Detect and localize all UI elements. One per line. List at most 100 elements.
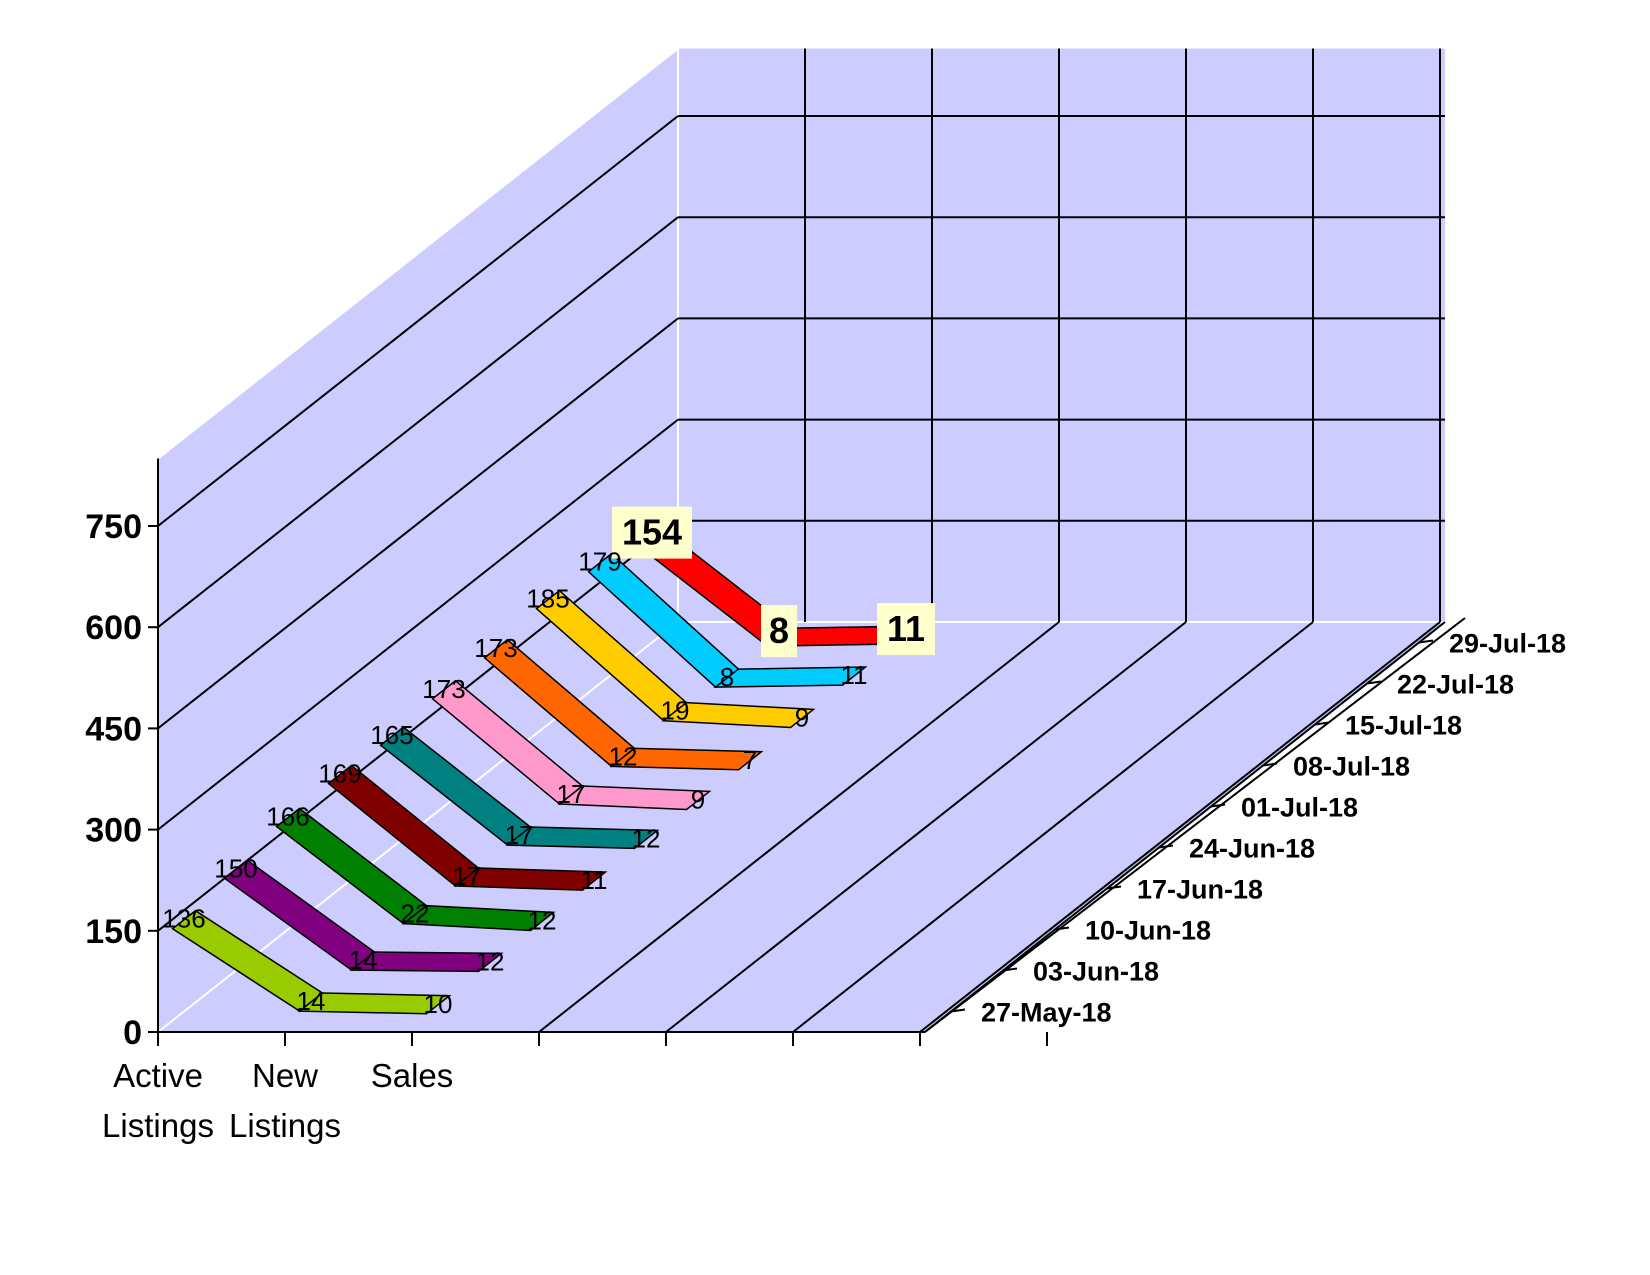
series-03-Jun-18 xyxy=(223,859,504,973)
depth-label: 01-Jul-18 xyxy=(1241,793,1358,823)
depth-tick xyxy=(1366,680,1382,685)
gridline xyxy=(538,621,1060,1033)
wall-edge xyxy=(157,47,679,460)
y-tick-label: 150 xyxy=(85,913,142,951)
x-category-label: Listings xyxy=(102,1107,214,1144)
depth-label: 10-Jun-18 xyxy=(1085,916,1211,946)
series-24-Jun-18 xyxy=(379,726,660,850)
data-label: 150 xyxy=(214,853,257,883)
depth-axis xyxy=(924,617,1466,1033)
depth-tick xyxy=(1210,803,1226,808)
x-category-label: New xyxy=(252,1057,318,1094)
y-tick-label: 750 xyxy=(85,508,142,546)
series-27-May-18 xyxy=(171,909,452,1015)
depth-label: 15-Jul-18 xyxy=(1345,711,1462,741)
data-label: 179 xyxy=(578,547,621,577)
data-label: 17 xyxy=(557,779,586,809)
depth-label: 22-Jul-18 xyxy=(1397,670,1514,700)
data-label: 11 xyxy=(887,608,925,649)
chart-walls xyxy=(157,48,1445,1033)
gridline xyxy=(792,621,1314,1033)
data-label: 19 xyxy=(661,696,690,726)
data-label-bg xyxy=(877,603,935,656)
depth-label: 29-Jul-18 xyxy=(1449,629,1566,659)
data-label: 9 xyxy=(795,702,809,732)
gridline xyxy=(157,317,679,730)
data-label: 8 xyxy=(769,610,789,651)
data-label: 166 xyxy=(266,802,309,832)
depth-tick xyxy=(1262,762,1278,767)
series-01-Jul-18 xyxy=(431,679,712,811)
chart-gridlines xyxy=(157,47,1446,1033)
depth-tick xyxy=(1054,926,1070,931)
series-segment xyxy=(505,826,660,850)
series-segment xyxy=(453,867,608,891)
data-label: 17 xyxy=(453,861,482,891)
y-tick-label: 600 xyxy=(85,609,142,647)
depth-tick xyxy=(950,1008,966,1013)
data-label: 17 xyxy=(505,820,534,850)
gridline xyxy=(157,115,679,527)
depth-tick xyxy=(1106,885,1122,890)
gridline xyxy=(157,216,679,628)
depth-label: 27-May-18 xyxy=(981,998,1112,1028)
data-label: 8 xyxy=(720,662,734,692)
data-label: 10 xyxy=(424,989,453,1019)
data-label: 11 xyxy=(581,865,608,895)
depth-tick xyxy=(1158,844,1174,849)
series-segment xyxy=(557,785,712,811)
series-segment xyxy=(349,951,504,973)
left-wall xyxy=(158,48,678,1033)
series-22-Jul-18 xyxy=(587,552,868,689)
y-tick-label: 300 xyxy=(85,812,142,850)
depth-tick xyxy=(1314,721,1330,726)
data-label: 173 xyxy=(422,674,465,704)
depth-tick xyxy=(1002,967,1018,972)
data-label: 154 xyxy=(622,512,682,553)
gridline xyxy=(924,621,1446,1033)
chart-axes: 0 150 300 450 600 750 Active Listings New Listing… xyxy=(85,458,1566,1144)
y-tick-label: 450 xyxy=(85,710,142,748)
back-wall xyxy=(678,48,1445,623)
series-segment xyxy=(713,666,868,688)
data-label: 9 xyxy=(691,784,705,814)
floor xyxy=(158,622,1445,1032)
x-category-label: Listings xyxy=(229,1107,341,1144)
data-label: 185 xyxy=(526,584,569,614)
depth-label: 08-Jul-18 xyxy=(1293,752,1410,782)
gridline xyxy=(919,621,1441,1033)
gridline xyxy=(665,621,1187,1033)
data-label: 7 xyxy=(743,745,757,775)
series-segment xyxy=(401,904,556,932)
data-label-bg xyxy=(612,506,692,559)
data-label: 136 xyxy=(162,904,205,934)
series-segment xyxy=(297,992,452,1015)
series-08-Jul-18 xyxy=(483,638,764,771)
depth-label: 03-Jun-18 xyxy=(1033,957,1159,987)
data-label: 169 xyxy=(318,758,361,788)
x-category-label: Sales xyxy=(371,1057,454,1094)
depth-label: 24-Jun-18 xyxy=(1189,834,1315,864)
data-label: 12 xyxy=(528,905,557,935)
data-label: 11 xyxy=(841,660,868,690)
series-17-Jun-18 xyxy=(327,764,608,891)
data-label: 12 xyxy=(476,946,505,976)
data-label: 165 xyxy=(370,720,413,750)
depth-tick xyxy=(1418,639,1434,644)
data-label: 12 xyxy=(609,741,638,771)
data-label: 14 xyxy=(297,986,326,1016)
depth-label: 17-Jun-18 xyxy=(1137,875,1263,905)
series-15-Jul-18 xyxy=(535,589,816,729)
data-label: 14 xyxy=(349,945,378,975)
y-tick-label: 0 xyxy=(123,1014,142,1052)
series-segment xyxy=(609,747,764,771)
data-label-bg xyxy=(761,605,797,658)
series-segment xyxy=(661,701,816,729)
gridline xyxy=(157,418,679,831)
x-category-label: Active xyxy=(113,1057,203,1094)
series-10-Jun-18 xyxy=(275,807,556,932)
data-label: 173 xyxy=(474,633,517,663)
data-label: 22 xyxy=(401,899,430,929)
